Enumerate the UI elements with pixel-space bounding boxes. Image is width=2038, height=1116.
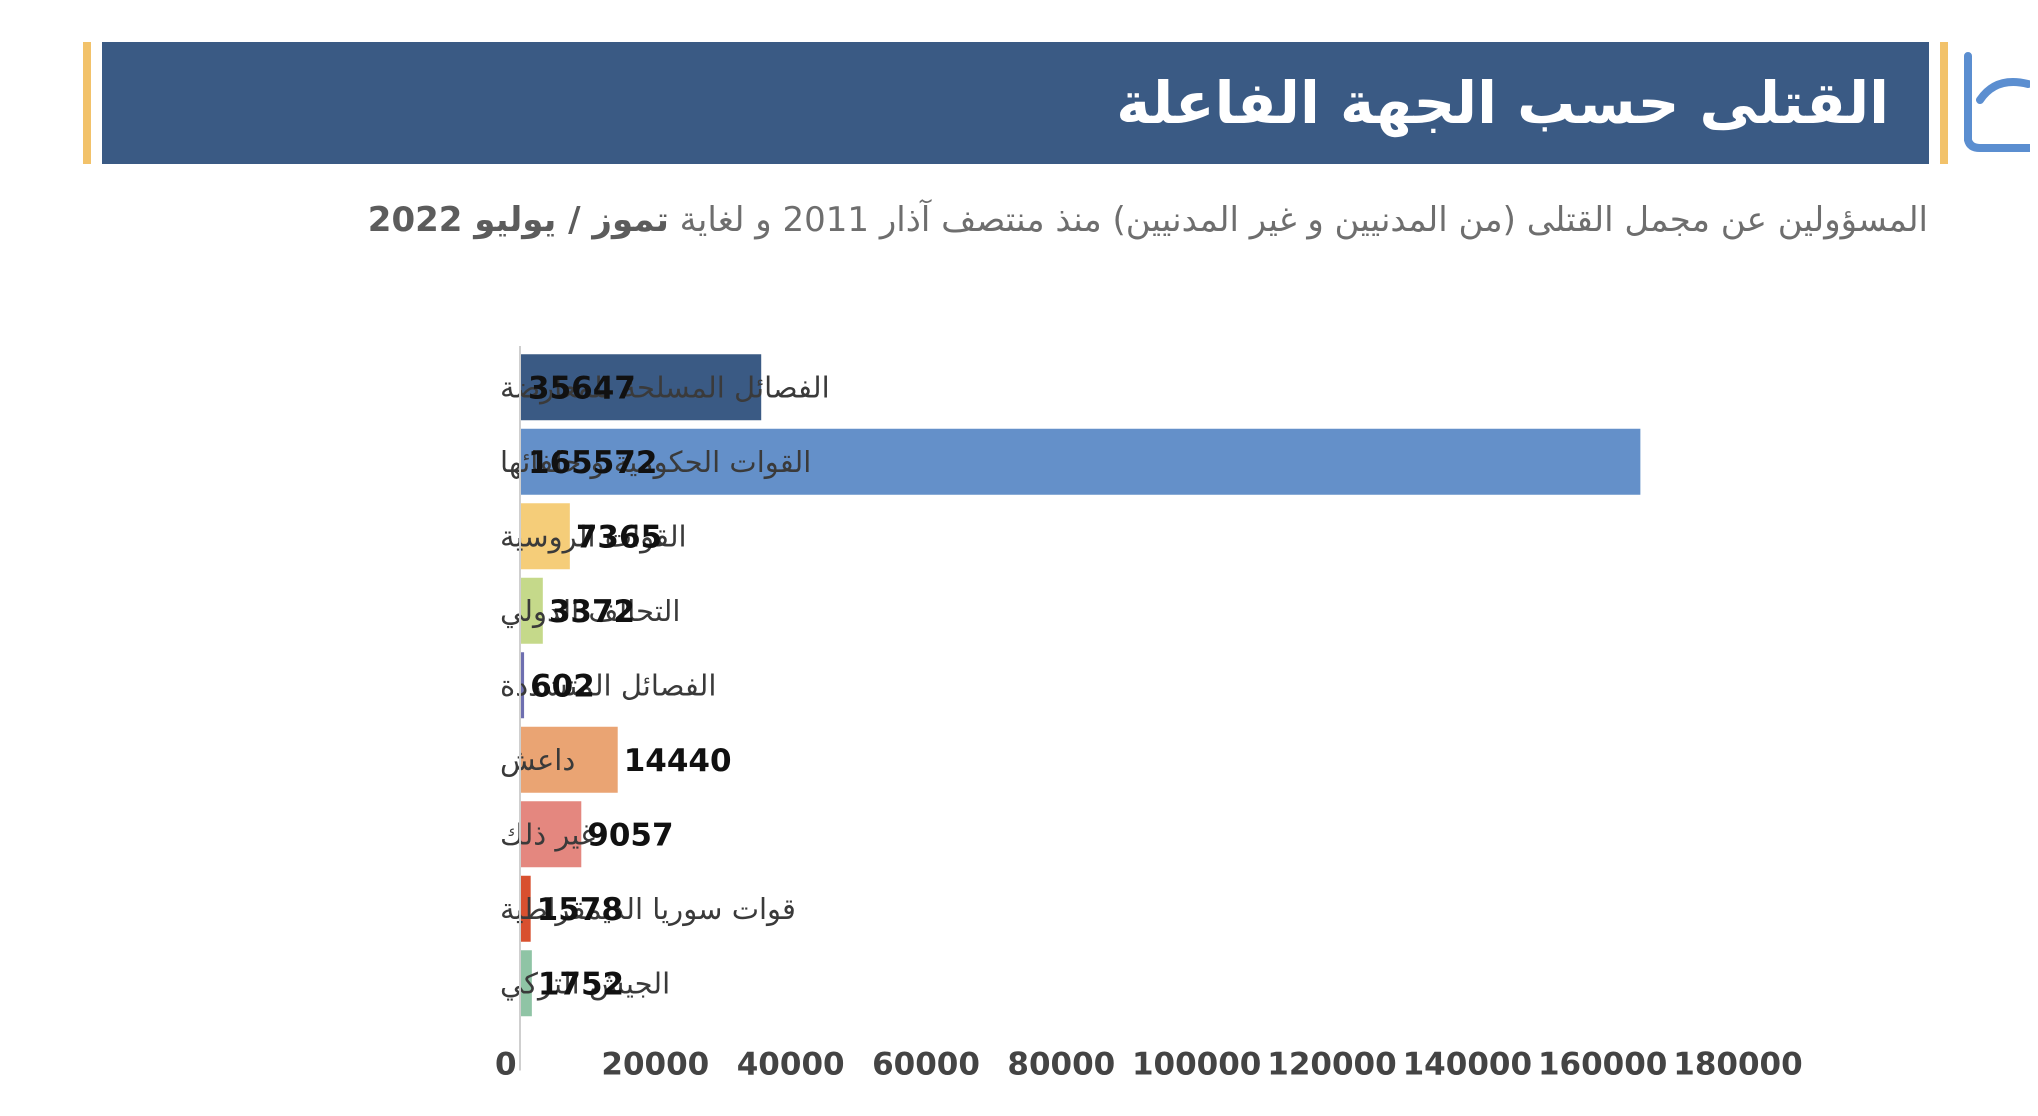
value-label-7: 1578: [537, 892, 623, 928]
x-tick-label-5: 100000: [1132, 1047, 1261, 1083]
header-accent-left: [83, 42, 91, 164]
bar-5: [520, 726, 618, 793]
value-label-4: 602: [530, 668, 595, 704]
category-label-0: الفصائل المسلحة للمعارضة: [500, 370, 830, 404]
bar-2: [520, 503, 570, 570]
bar-4: [520, 652, 525, 719]
value-label-3: 3372: [549, 594, 635, 630]
subtitle-main: المسؤولين عن مجمل القتلى (من المدنيين و …: [668, 200, 1928, 240]
category-label-7: قوات سوريا الديمقراطية: [500, 892, 796, 926]
bar-8: [520, 950, 532, 1017]
x-tick-label-4: 80000: [1007, 1047, 1115, 1083]
x-tick-label-0: 0: [495, 1047, 517, 1083]
subtitle-date: تموز / يوليو 2022: [367, 200, 669, 240]
category-label-6: غير ذلك: [500, 817, 595, 851]
bar-1: [520, 428, 1641, 495]
organization-logo-icon: [1964, 52, 2030, 152]
category-label-4: الفصائل المتشددة: [500, 668, 716, 702]
category-label-1: القوات الحكومية و حلفائها: [500, 445, 811, 479]
chart-subtitle: المسؤولين عن مجمل القتلى (من المدنيين و …: [368, 200, 1928, 240]
category-label-5: داعش: [500, 743, 575, 777]
category-label-3: التحالف الدولي: [500, 594, 680, 629]
value-label-5: 14440: [624, 743, 732, 779]
x-tick-label-1: 20000: [601, 1047, 709, 1083]
value-label-2: 7365: [576, 519, 662, 555]
bar-3: [520, 577, 543, 644]
x-tick-label-7: 140000: [1403, 1047, 1532, 1083]
value-label-6: 9057: [587, 817, 673, 853]
x-tick-label-2: 40000: [737, 1047, 845, 1083]
value-label-0: 35647: [528, 370, 636, 406]
x-tick-label-8: 160000: [1538, 1047, 1667, 1083]
bar-6: [520, 801, 582, 868]
x-tick-label-3: 60000: [872, 1047, 980, 1083]
category-label-8: الجيش التركي: [500, 966, 670, 1001]
page-title: القتلى حسب الجهة الفاعلة: [1116, 69, 1889, 137]
bar-0: [520, 354, 762, 421]
x-tick-label-9: 180000: [1673, 1047, 1802, 1083]
category-label-2: القوات الروسية: [500, 519, 687, 553]
bar-7: [520, 875, 531, 942]
value-label-1: 165572: [528, 445, 657, 481]
header-accent-right: [1940, 42, 1948, 164]
value-label-8: 1752: [538, 966, 624, 1002]
x-tick-label-6: 120000: [1267, 1047, 1396, 1083]
header-bar: القتلى حسب الجهة الفاعلة: [102, 42, 1929, 164]
